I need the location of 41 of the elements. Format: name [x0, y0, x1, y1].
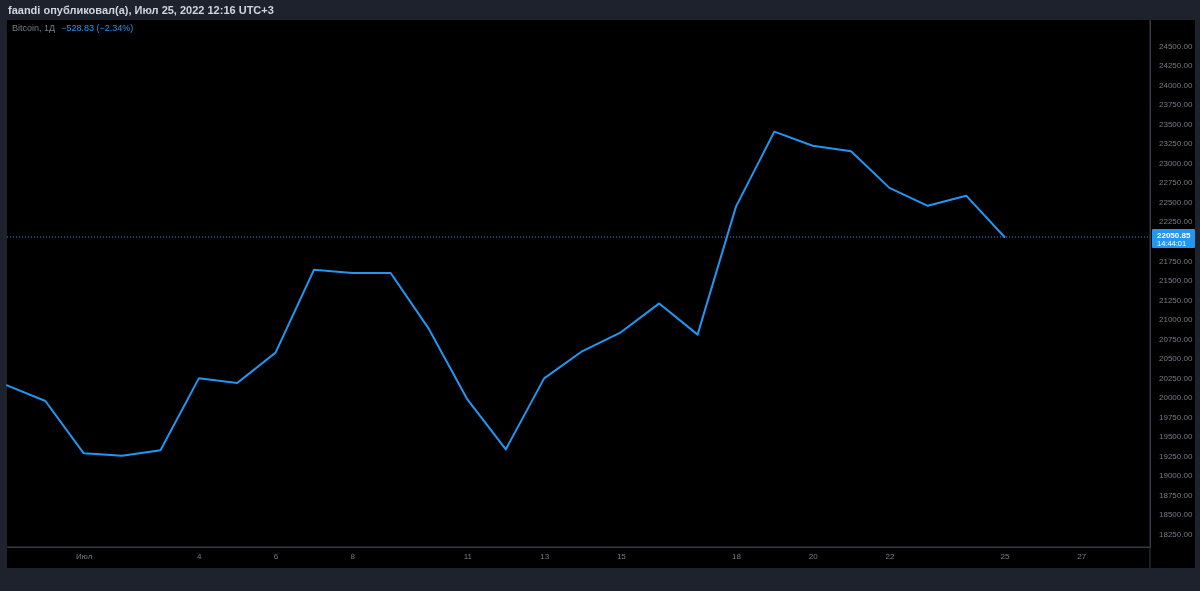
x-tick-label: 4 [197, 551, 203, 561]
y-tick-label: 21000.00 [1159, 315, 1193, 325]
y-tick-label: 24500.00 [1159, 41, 1193, 51]
y-tick-label: 20250.00 [1159, 373, 1193, 383]
y-tick-label: 21500.00 [1159, 276, 1193, 286]
annotation: −528.83 (−2.34%) [61, 23, 134, 33]
x-tick-label: 27 [1077, 551, 1087, 561]
chart-subtitle: Bitcoin, 1Д [12, 23, 56, 33]
y-tick-label: 19250.00 [1159, 451, 1193, 461]
x-tick-label: 22 [885, 551, 895, 561]
y-tick-label: 22250.00 [1159, 217, 1193, 227]
y-tick-label: 21250.00 [1159, 295, 1193, 305]
x-tick-label: 20 [808, 551, 819, 561]
y-tick-label: 22500.00 [1159, 197, 1193, 207]
y-tick-label: 21750.00 [1159, 256, 1193, 266]
y-tick-label: 23750.00 [1159, 100, 1193, 110]
y-tick-label: 18750.00 [1159, 490, 1193, 500]
y-tick-label: 23250.00 [1159, 139, 1193, 149]
x-tick-label: 6 [273, 551, 279, 561]
chart-title: faandi опубликовал(а), Июл 25, 2022 12:16 UTC+3 [8, 4, 274, 16]
ref-line-label: 22050.85 [1157, 230, 1191, 240]
y-tick-label: 23000.00 [1159, 158, 1193, 168]
x-tick-label: 8 [350, 551, 356, 561]
y-tick-label: 24000.00 [1159, 80, 1193, 90]
y-tick-label: 23500.00 [1159, 119, 1193, 129]
y-tick-label: 24250.00 [1159, 61, 1193, 71]
x-tick-label: Июл [76, 551, 93, 561]
y-tick-label: 20500.00 [1159, 354, 1193, 364]
x-tick-label: 11 [463, 551, 473, 561]
y-tick-label: 19750.00 [1159, 412, 1193, 422]
y-tick-label: 20750.00 [1159, 334, 1193, 344]
x-tick-label: 25 [1000, 551, 1011, 561]
y-tick-label: 18500.00 [1159, 510, 1193, 520]
x-tick-label: 13 [540, 551, 550, 561]
y-tick-label: 19500.00 [1159, 432, 1193, 442]
y-tick-label: 19000.00 [1159, 471, 1193, 481]
y-tick-label: 18250.00 [1159, 529, 1193, 539]
x-tick-label: 15 [616, 551, 627, 561]
y-tick-label: 22750.00 [1159, 178, 1193, 188]
y-tick-label: 20000.00 [1159, 393, 1193, 403]
x-tick-label: 18 [732, 551, 742, 561]
